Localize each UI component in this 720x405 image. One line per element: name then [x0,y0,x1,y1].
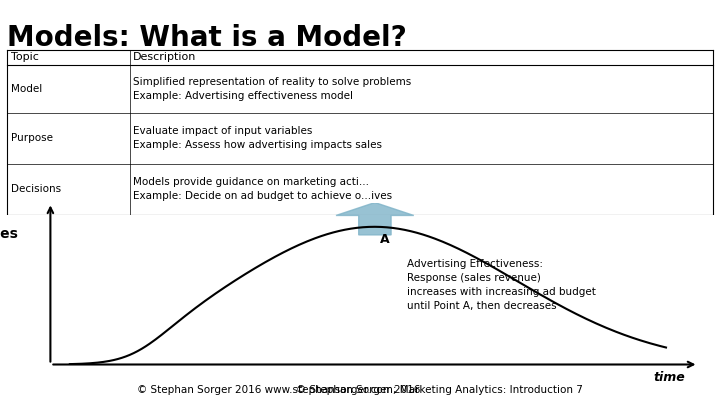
Text: © Stephan Sorger 2016: © Stephan Sorger 2016 [296,385,424,395]
Text: Sales: Sales [0,227,18,241]
Text: © Stephan Sorger 2016 www.stephansorger.com; Marketing Analytics: Introduction 7: © Stephan Sorger 2016 www.stephansorger.… [137,385,583,395]
Text: A: A [380,233,390,246]
Text: Simplified representation of reality to solve problems
Example: Advertising effe: Simplified representation of reality to … [133,77,411,101]
Text: Purpose: Purpose [11,133,53,143]
Text: time: time [654,371,685,384]
Text: Evaluate impact of input variables
Example: Assess how advertising impacts sales: Evaluate impact of input variables Examp… [133,126,382,150]
Text: Decisions: Decisions [11,184,61,194]
Text: Model: Model [11,84,42,94]
Text: Models provide guidance on marketing acti...
Example: Decide on ad budget to ach: Models provide guidance on marketing act… [133,177,392,201]
Text: Description: Description [133,52,197,62]
FancyArrow shape [336,202,414,235]
Text: Advertising Effectiveness:
Response (sales revenue)
increases with increasing ad: Advertising Effectiveness: Response (sal… [407,259,595,311]
Text: Models: What is a Model?: Models: What is a Model? [7,24,407,52]
Text: Topic: Topic [11,52,39,62]
